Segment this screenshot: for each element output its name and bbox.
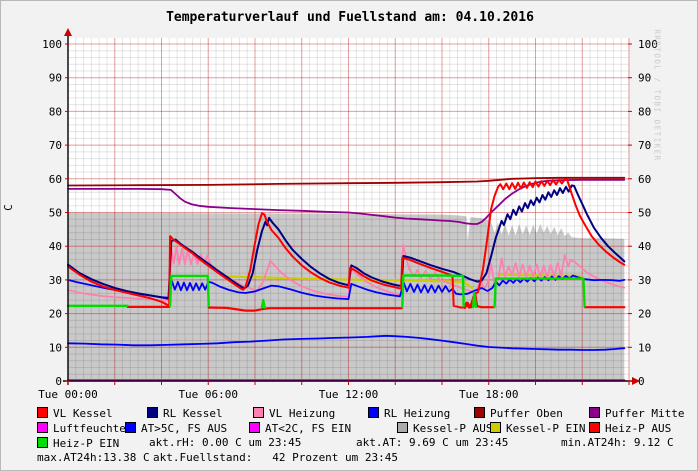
y-tick-label-left: 100 bbox=[42, 38, 62, 51]
y-tick-label-left: 10 bbox=[49, 341, 62, 354]
x-tick-label: Tue 00:00 bbox=[38, 388, 98, 401]
series-kessel-p-ein bbox=[225, 275, 474, 290]
y-tick-label-right: 20 bbox=[638, 308, 651, 321]
y-tick-label-right: 80 bbox=[638, 105, 651, 118]
y-tick-label-right: 50 bbox=[638, 207, 651, 220]
series-heiz-p-ein bbox=[493, 277, 586, 309]
y-tick-label-right: 70 bbox=[638, 139, 651, 152]
y-tick-label-left: 0 bbox=[55, 375, 62, 388]
x-tick-label: Tue 18:00 bbox=[459, 388, 519, 401]
y-tick-label-right: 10 bbox=[638, 341, 651, 354]
series-heiz-p-ein bbox=[168, 274, 210, 307]
y-tick-label-right: 100 bbox=[638, 38, 658, 51]
rrdtool-watermark: RRDTOOL / TOBI OETIKER bbox=[652, 29, 662, 162]
y-tick-label-left: 20 bbox=[49, 308, 62, 321]
y-tick-label-left: 60 bbox=[49, 173, 62, 186]
y-tick-label-left: 80 bbox=[49, 105, 62, 118]
series-heiz-p-ein bbox=[471, 291, 478, 309]
y-tick-label-right: 60 bbox=[638, 173, 651, 186]
y-tick-label-left: 30 bbox=[49, 274, 62, 287]
y-tick-label-left: 90 bbox=[49, 72, 62, 85]
series-puffer-oben bbox=[67, 176, 626, 187]
y-tick-label-left: 40 bbox=[49, 240, 62, 253]
series-puffer-mitte bbox=[67, 178, 626, 225]
y-tick-label-right: 0 bbox=[638, 375, 645, 388]
y-axis-label: C bbox=[1, 204, 15, 211]
series-heiz-p-aus bbox=[207, 306, 403, 312]
x-axis-arrow-icon bbox=[632, 377, 640, 385]
y-tick-label-right: 30 bbox=[638, 274, 651, 287]
series-vl-kessel bbox=[67, 178, 626, 309]
series-rl-kessel bbox=[67, 184, 626, 300]
series-heiz-p-ein bbox=[260, 298, 266, 309]
series-aussentemperatur bbox=[67, 334, 626, 351]
series-rl-heizung bbox=[67, 274, 626, 301]
y-tick-label-right: 90 bbox=[638, 72, 651, 85]
x-tick-label: Tue 06:00 bbox=[178, 388, 238, 401]
chart-title: Temperaturverlauf und Fuellstand am: 04.… bbox=[166, 10, 534, 25]
series-heiz-p-ein bbox=[401, 274, 465, 309]
y-tick-label-left: 70 bbox=[49, 139, 62, 152]
y-axis-arrow-icon bbox=[64, 28, 72, 36]
y-tick-label-right: 40 bbox=[638, 240, 651, 253]
y-tick-label-left: 50 bbox=[49, 207, 62, 220]
x-tick-label: Tue 12:00 bbox=[319, 388, 379, 401]
